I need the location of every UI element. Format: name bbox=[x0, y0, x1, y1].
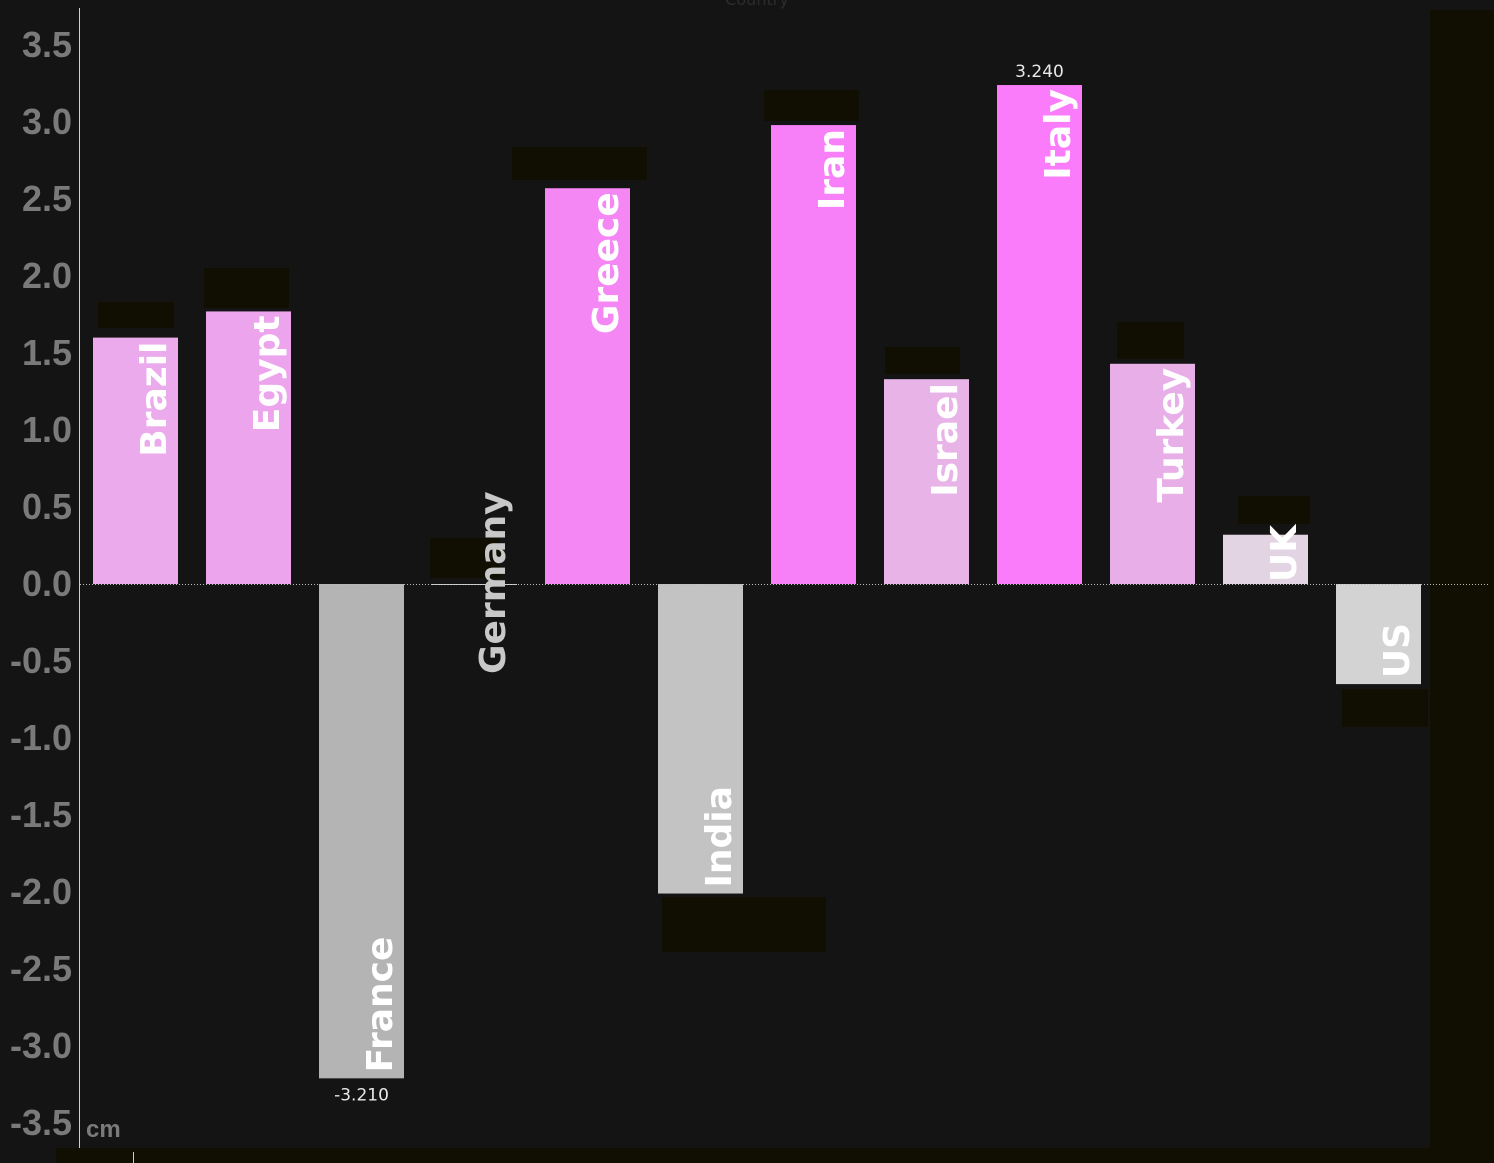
category-label-india: India bbox=[699, 786, 740, 887]
dark-panel-bottom bbox=[56, 1148, 1430, 1163]
dark-block bbox=[204, 268, 289, 308]
dark-block bbox=[764, 90, 859, 121]
y-tick-label: -3.0 bbox=[10, 1025, 72, 1066]
bar-uk[interactable] bbox=[1223, 534, 1308, 584]
category-label-france: France bbox=[360, 937, 401, 1073]
occlusion-blocks bbox=[56, 10, 1494, 1163]
y-axis: 3.5 3.0 2.5 2.0 1.5 1.0 0.5 0.0 -0.5 -1.0 -1.5 -2.0… bbox=[10, 8, 134, 1163]
y-tick-label: 0.5 bbox=[22, 486, 72, 527]
y-unit-label: cm bbox=[86, 1116, 121, 1143]
bar-france[interactable] bbox=[319, 584, 404, 1079]
dark-block bbox=[512, 147, 647, 180]
category-label-italy: Italy bbox=[1038, 89, 1079, 180]
y-tick-label: 0.0 bbox=[22, 563, 72, 604]
y-tick-label: 3.0 bbox=[22, 101, 72, 142]
bar-india[interactable] bbox=[658, 584, 743, 894]
category-label-germany: Germany bbox=[473, 491, 514, 674]
category-label-greece: Greece bbox=[586, 192, 627, 334]
value-label-italy: 3.240 bbox=[1015, 62, 1064, 82]
y-tick-label: 1.5 bbox=[22, 332, 72, 373]
bar-iran[interactable] bbox=[771, 125, 856, 584]
y-tick-label: 2.5 bbox=[22, 178, 72, 219]
dark-block bbox=[1342, 689, 1428, 727]
category-label-egypt: Egypt bbox=[247, 315, 288, 432]
bar-brazil[interactable] bbox=[93, 337, 178, 584]
bar-israel[interactable] bbox=[884, 379, 969, 584]
bar-egypt[interactable] bbox=[206, 311, 291, 584]
dark-panel-right bbox=[1430, 10, 1494, 1163]
value-label-france: -3.210 bbox=[334, 1085, 389, 1105]
x-axis-title: Country bbox=[725, 0, 789, 9]
bar-us[interactable] bbox=[1336, 584, 1421, 685]
dark-block bbox=[662, 897, 826, 952]
y-tick-label: -2.5 bbox=[10, 948, 72, 989]
dark-block bbox=[98, 302, 174, 328]
category-label-us: US bbox=[1377, 623, 1418, 678]
y-tick-label: 1.0 bbox=[22, 409, 72, 450]
category-label-uk: UK bbox=[1264, 524, 1305, 582]
bars bbox=[93, 85, 1421, 1079]
dark-block bbox=[1117, 322, 1184, 359]
dark-block bbox=[885, 347, 960, 374]
y-tick-label: 2.0 bbox=[22, 255, 72, 296]
y-tick-label: -1.5 bbox=[10, 794, 72, 835]
category-label-turkey: Turkey bbox=[1151, 368, 1192, 503]
y-tick-label: -2.0 bbox=[10, 871, 72, 912]
y-tick-label: -3.5 bbox=[10, 1102, 72, 1143]
y-tick-label: -0.5 bbox=[10, 640, 72, 681]
bar-greece[interactable] bbox=[545, 188, 630, 584]
dark-block bbox=[430, 538, 500, 578]
category-label-iran: Iran bbox=[812, 129, 853, 210]
category-label-israel: Israel bbox=[925, 383, 966, 497]
bar-germany[interactable] bbox=[432, 584, 517, 585]
bar-turkey[interactable] bbox=[1110, 363, 1195, 584]
category-label-brazil: Brazil bbox=[134, 342, 175, 457]
bar-labels: Brazil Egypt France -3.210 Germany Greece Indi… bbox=[134, 62, 1418, 1105]
y-tick-label: -1.0 bbox=[10, 717, 72, 758]
bar-italy[interactable] bbox=[997, 85, 1082, 584]
y-tick-label: 3.5 bbox=[22, 24, 72, 65]
dark-block bbox=[1238, 496, 1310, 524]
